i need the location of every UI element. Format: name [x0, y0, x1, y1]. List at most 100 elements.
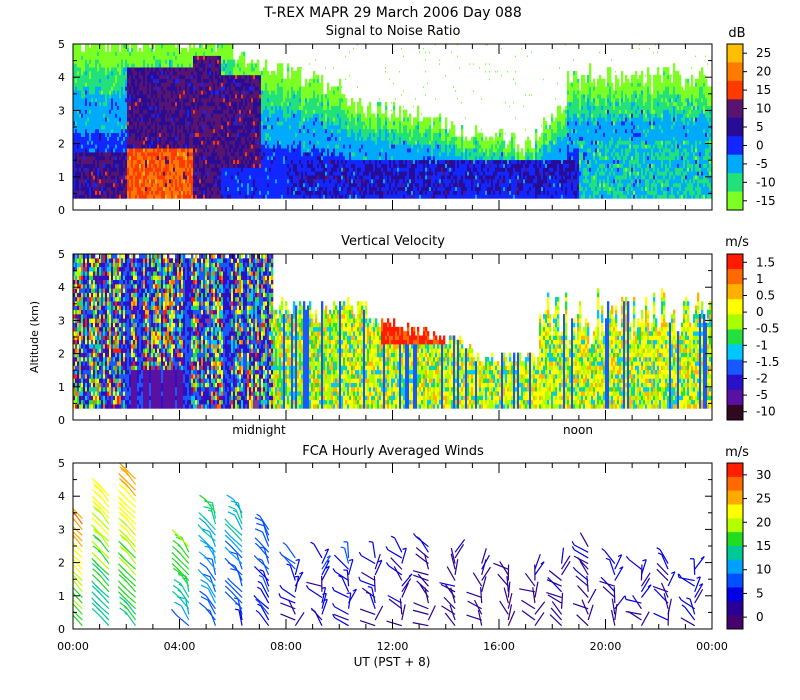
snr-cell	[219, 55, 222, 60]
snr-speck	[315, 59, 316, 61]
snr-cell	[229, 155, 232, 161]
snr-cell	[309, 128, 312, 134]
snr-cell	[83, 59, 86, 64]
snr-cell	[175, 90, 178, 95]
snr-cell	[285, 136, 288, 141]
snr-cell	[179, 155, 182, 161]
snr-cell	[87, 105, 90, 110]
snr-cell	[177, 167, 180, 172]
snr-cell	[213, 59, 216, 64]
snr-cell	[291, 105, 294, 110]
snr-cell	[209, 175, 212, 180]
snr-cell	[131, 71, 134, 76]
snr-cell	[253, 132, 256, 137]
snr-cell	[143, 90, 146, 95]
snr-cell	[203, 190, 206, 195]
snr-cell	[205, 159, 208, 164]
snr-cell	[141, 117, 144, 122]
snr-cell	[251, 136, 254, 141]
snr-cell	[183, 128, 186, 134]
snr-cell	[227, 182, 230, 188]
snr-cell	[249, 163, 252, 168]
snr-cell	[151, 101, 154, 107]
snr-cell	[197, 71, 200, 76]
snr-cell	[129, 186, 132, 191]
snr-cell	[125, 194, 128, 199]
snr-cell	[321, 121, 324, 126]
snr-cell	[263, 140, 266, 145]
snr-cell	[275, 132, 278, 137]
snr-cell	[85, 98, 88, 103]
snr-cell	[241, 51, 244, 56]
snr-cell	[105, 163, 108, 168]
snr-cell	[223, 155, 226, 161]
snr-cell	[79, 74, 82, 80]
snr-cell	[89, 59, 92, 64]
snr-cell	[89, 186, 92, 191]
snr-cell	[213, 132, 216, 137]
snr-cell	[211, 59, 214, 64]
snr-cell	[189, 109, 192, 114]
snr-cell	[129, 71, 132, 76]
snr-cell	[175, 67, 178, 72]
snr-cell	[337, 105, 340, 110]
snr-cell	[177, 159, 180, 164]
snr-cell	[127, 47, 130, 53]
snr-cell	[95, 140, 98, 145]
snr-cell	[221, 109, 224, 114]
snr-cell	[111, 125, 114, 130]
snr-cell	[303, 152, 306, 157]
snr-cell	[313, 71, 316, 76]
snr-cell	[219, 186, 222, 191]
snr-cell	[333, 144, 336, 149]
snr-cell	[195, 82, 198, 87]
snr-cell	[311, 140, 314, 145]
snr-cell	[111, 148, 114, 153]
snr-cell	[199, 152, 202, 157]
snr-cell	[341, 128, 344, 134]
snr-cell	[121, 121, 124, 126]
snr-cell	[103, 90, 106, 95]
snr-cell	[107, 121, 110, 126]
snr-cell	[141, 51, 144, 56]
snr-cell	[305, 78, 308, 83]
snr-cell	[105, 90, 108, 95]
snr-cell	[223, 105, 226, 110]
snr-cell	[205, 117, 208, 122]
snr-cell	[177, 163, 180, 168]
snr-cell	[279, 167, 282, 172]
snr-cell	[317, 140, 320, 145]
snr-cell	[303, 113, 306, 118]
snr-cell	[249, 175, 252, 180]
snr-cell	[213, 152, 216, 157]
snr-cell	[219, 136, 222, 141]
snr-cell	[77, 190, 80, 195]
snr-cell	[173, 86, 176, 91]
snr-cell	[165, 78, 168, 83]
snr-cell	[197, 78, 200, 83]
snr-cell	[147, 144, 150, 149]
snr-cell	[321, 163, 324, 168]
snr-cell	[173, 167, 176, 172]
snr-cell	[249, 128, 252, 134]
snr-cell	[141, 78, 144, 83]
snr-cell	[145, 167, 148, 172]
snr-cell	[283, 94, 286, 99]
snr-cell	[251, 159, 254, 164]
snr-cell	[195, 90, 198, 95]
snr-cell	[317, 186, 320, 191]
snr-cell	[267, 132, 270, 137]
snr-cell	[199, 47, 202, 53]
snr-cell	[289, 117, 292, 122]
snr-cell	[219, 121, 222, 126]
snr-cell	[197, 94, 200, 99]
snr-cell	[233, 67, 236, 72]
snr-cell	[263, 94, 266, 99]
snr-cell	[231, 159, 234, 164]
snr-cell	[99, 128, 102, 134]
snr-cell	[79, 105, 82, 110]
snr-cell	[201, 101, 204, 107]
snr-cell	[321, 82, 324, 87]
snr-cell	[135, 167, 138, 172]
